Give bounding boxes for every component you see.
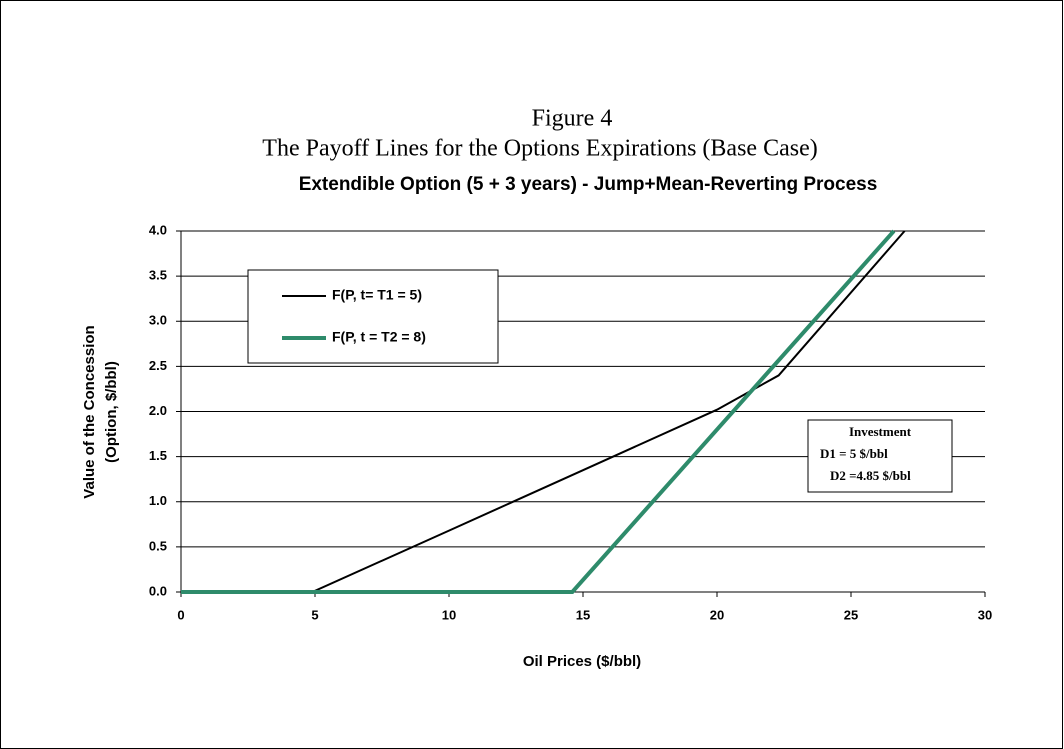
- x-tick-label: 25: [844, 607, 858, 622]
- annotation: D2 =4.85 $/bbl: [830, 468, 911, 483]
- y-tick-label: 4.0: [149, 222, 167, 237]
- y-tick-label: 2.0: [149, 403, 167, 418]
- x-axis-label: Oil Prices ($/bbl): [523, 653, 641, 670]
- y-tick-label: 1.0: [149, 493, 167, 508]
- data-line: [181, 229, 896, 594]
- legend-box: [247, 269, 499, 364]
- annotation-box: [807, 419, 953, 493]
- y-tick-label: 3.5: [149, 268, 167, 283]
- chart-title: Extendible Option (5 + 3 years) - Jump+M…: [299, 174, 878, 195]
- annotation: D1 = 5 $/bbl: [820, 446, 888, 461]
- x-tick-label: 30: [978, 607, 992, 622]
- annotation: Investment: [849, 424, 912, 439]
- figure-label: Figure 4: [532, 106, 613, 132]
- x-tick-label: 5: [311, 607, 318, 622]
- y-tick-label: 0.0: [149, 583, 167, 598]
- y-tick-label: 1.5: [149, 448, 167, 463]
- y-axis-label: (Option, $/bbl): [103, 361, 120, 463]
- x-tick-label: 10: [442, 607, 456, 622]
- y-tick-label: 2.5: [149, 358, 167, 373]
- y-tick-label: 3.0: [149, 313, 167, 328]
- subtitle: The Payoff Lines for the Options Expirat…: [262, 136, 817, 162]
- x-tick-label: 0: [177, 607, 184, 622]
- y-axis-label: Value of the Concession: [81, 325, 98, 498]
- y-tick-label: 0.5: [149, 538, 167, 553]
- legend-label: F(P, t = T2 = 8): [332, 329, 426, 345]
- legend-label: F(P, t= T1 = 5): [332, 287, 422, 303]
- x-tick-label: 15: [576, 607, 590, 622]
- x-tick-label: 20: [710, 607, 724, 622]
